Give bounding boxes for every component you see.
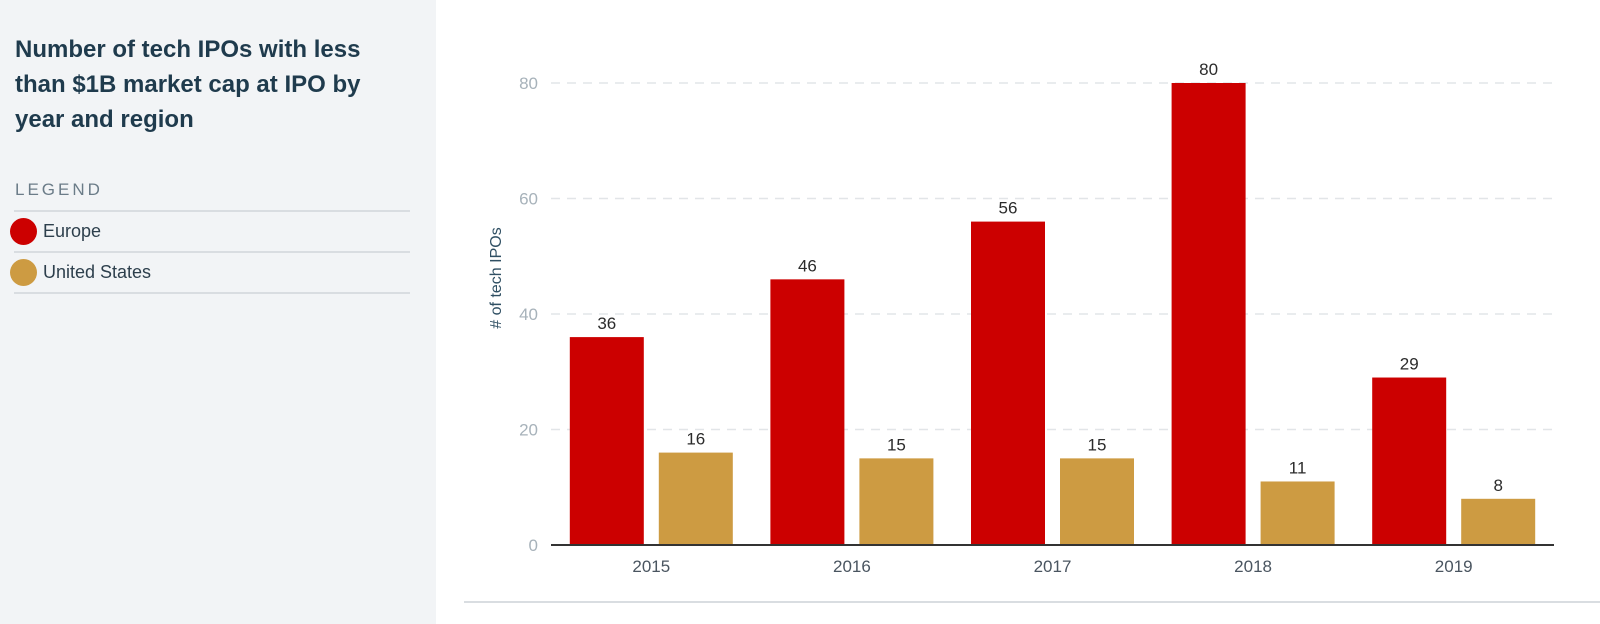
y-tick-20: 20 — [519, 421, 538, 440]
bar-chart: 0 20 40 60 80 # of tech IPOs 36 16 46 15 56 15 80 1… — [464, 60, 1600, 603]
y-tick-40: 40 — [519, 305, 538, 324]
legend-label-united-states: United States — [43, 262, 152, 282]
data-label-europe-2019: 29 — [1400, 355, 1419, 374]
bars — [569, 83, 1536, 545]
data-label-united-states-2018: 11 — [1289, 458, 1307, 477]
bar-europe-2017 — [971, 221, 1045, 545]
chart-title: Number of tech IPOs with less than $1B m… — [15, 36, 361, 133]
legend: Europe United States — [10, 210, 410, 294]
bar-europe-2018 — [1171, 83, 1246, 545]
bar-united-states-2017 — [1060, 458, 1134, 545]
data-labels: 36 16 46 15 56 15 80 11 29 8 — [597, 60, 1503, 495]
y-tick-0: 0 — [529, 536, 538, 555]
data-label-united-states-2015: 16 — [686, 430, 705, 449]
x-tick-2017: 2017 — [1034, 557, 1072, 576]
bar-europe-2016 — [770, 279, 845, 545]
legend-heading: LEGEND — [15, 180, 103, 199]
x-tick-2019: 2019 — [1435, 557, 1473, 576]
x-tick-2018: 2018 — [1234, 557, 1272, 576]
data-label-europe-2017: 56 — [999, 199, 1018, 218]
x-axis-ticks: 2015 2016 2017 2018 2019 — [632, 557, 1472, 576]
y-tick-80: 80 — [519, 74, 538, 93]
legend-item-europe[interactable]: Europe — [10, 210, 410, 251]
y-axis-label: # of tech IPOs — [488, 227, 505, 328]
data-label-europe-2018: 80 — [1199, 60, 1218, 79]
data-label-united-states-2019: 8 — [1493, 476, 1502, 495]
bar-europe-2019 — [1372, 377, 1447, 545]
europe-swatch-icon — [10, 218, 37, 245]
y-axis-ticks: 0 20 40 60 80 — [519, 74, 538, 555]
x-tick-2015: 2015 — [632, 557, 670, 576]
united-states-swatch-icon — [10, 259, 37, 286]
bar-united-states-2018 — [1260, 481, 1335, 545]
data-label-europe-2016: 46 — [798, 256, 817, 275]
legend-label-europe: Europe — [43, 221, 102, 241]
sidebar-panel: Number of tech IPOs with less than $1B m… — [0, 0, 436, 624]
data-label-europe-2015: 36 — [597, 314, 616, 333]
y-tick-60: 60 — [519, 190, 538, 209]
bar-united-states-2015 — [658, 452, 733, 545]
legend-item-united-states[interactable]: United States — [10, 251, 410, 294]
data-label-united-states-2017: 15 — [1088, 435, 1107, 454]
bar-europe-2015 — [569, 337, 644, 545]
bar-united-states-2016 — [859, 458, 934, 545]
data-label-united-states-2016: 15 — [887, 435, 906, 454]
x-tick-2016: 2016 — [833, 557, 871, 576]
bar-united-states-2019 — [1461, 498, 1536, 545]
